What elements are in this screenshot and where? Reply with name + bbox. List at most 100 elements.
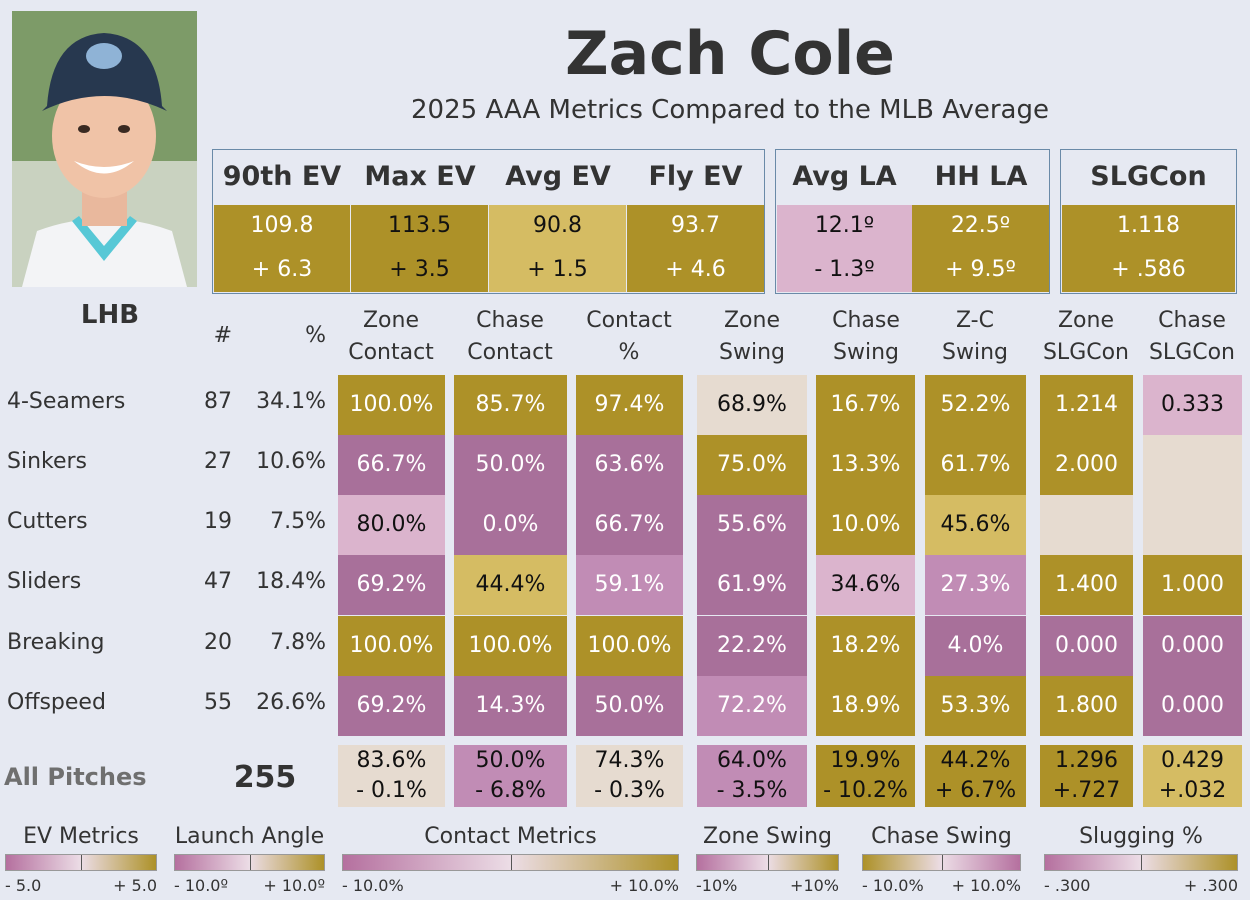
row-count: 20 (204, 630, 232, 655)
legend-midpoint-tick (249, 855, 251, 870)
legend-low-label: -10% (696, 876, 738, 895)
slgcon-box: SLGCon 1.118 + .586 (1060, 149, 1237, 294)
total-value: 44.2% (940, 748, 1011, 773)
metric-cell: 66.7% (576, 495, 683, 555)
ev-header-90th: 90th EV (213, 150, 351, 204)
ev-diff: + 3.5 (389, 257, 450, 282)
legend-high-label: + .300 (1183, 876, 1238, 895)
pct-header: % (305, 323, 326, 348)
metric-cell: 45.6% (925, 495, 1026, 555)
column-header-line: % (618, 340, 640, 365)
la-cell-hh: 22.5º + 9.5º (912, 205, 1049, 292)
metric-cell: 66.7% (338, 435, 445, 495)
ev-header-avg: Avg EV (489, 150, 627, 204)
slg-value: 1.118 (1117, 213, 1180, 238)
legend-gradient-bar (342, 854, 679, 871)
metric-cell: 97.4% (576, 375, 683, 435)
row-pct: 10.6% (256, 449, 326, 474)
legend-high-label: + 10.0% (609, 876, 679, 895)
column-header: Contact% (564, 305, 694, 369)
metric-cell: 61.9% (697, 555, 807, 615)
column-header-line: Z-C (956, 308, 994, 333)
row-count: 87 (204, 389, 232, 414)
player-photo (12, 11, 197, 287)
metric-cell: 22.2% (697, 616, 807, 676)
ev-value: 93.7 (671, 213, 720, 238)
metric-cell: 4.0% (925, 616, 1026, 676)
column-header: Chase Contact (445, 305, 575, 369)
metric-cell: 100.0% (338, 375, 445, 435)
metric-cell: 68.9% (697, 375, 807, 435)
metric-cell: 18.9% (816, 676, 915, 736)
metric-cell: 53.3% (925, 676, 1026, 736)
player-name: Zach Cole (565, 19, 895, 89)
metric-cell: 13.3% (816, 435, 915, 495)
ev-cell-fly: 93.7 + 4.6 (627, 205, 764, 292)
column-header-line: Zone (362, 308, 419, 333)
column-header-line: Zone (1057, 308, 1114, 333)
row-count: 47 (204, 569, 232, 594)
total-diff: - 3.5% (716, 778, 788, 803)
column-header-line: Swing (833, 340, 899, 365)
legend-midpoint-tick (510, 855, 512, 870)
la-diff: + 9.5º (945, 257, 1016, 282)
legend-low-label: - 10.0% (862, 876, 924, 895)
metric-cell: 75.0% (697, 435, 807, 495)
column-header-line: Swing (719, 340, 785, 365)
metric-cell: 34.6% (816, 555, 915, 615)
column-header: Chase SLGCon (1127, 305, 1250, 369)
column-header: Zone Contact (326, 305, 456, 369)
total-cell: 74.3% - 0.3% (576, 745, 683, 807)
total-cell: 1.296 +.727 (1040, 745, 1133, 807)
row-pct: 34.1% (256, 389, 326, 414)
metric-cell: 1.400 (1040, 555, 1133, 615)
legend-title: EV Metrics (23, 824, 139, 849)
metric-cell: 80.0% (338, 495, 445, 555)
slg-diff: + .586 (1111, 257, 1186, 282)
legend-title: Chase Swing (871, 824, 1012, 849)
row-label: Sinkers (7, 449, 88, 474)
totals-count: 255 (233, 760, 297, 795)
column-header: Z-C Swing (910, 305, 1040, 369)
column-header-line: Chase (1158, 308, 1226, 333)
total-value: 74.3% (594, 748, 665, 773)
total-diff: - 0.3% (594, 778, 665, 803)
total-diff: - 0.1% (356, 778, 427, 803)
total-diff: +.032 (1158, 778, 1227, 803)
metric-cell: 0.000 (1143, 616, 1242, 676)
metric-cell: 69.2% (338, 555, 445, 615)
metric-cell (1040, 495, 1133, 555)
legend-gradient-bar (174, 854, 325, 871)
metric-cell: 14.3% (454, 676, 567, 736)
legend-midpoint-tick (767, 855, 769, 870)
legend-low-label: - 5.0 (5, 876, 42, 895)
row-count: 27 (204, 449, 232, 474)
metric-cell: 1.000 (1143, 555, 1242, 615)
la-cell-avg: 12.1º - 1.3º (777, 205, 912, 292)
row-label: 4-Seamers (7, 389, 126, 414)
la-value: 22.5º (950, 213, 1011, 238)
legend-high-label: +10% (790, 876, 839, 895)
total-value: 0.429 (1161, 748, 1224, 773)
total-value: 19.9% (830, 748, 901, 773)
legend-high-label: + 10.0% (951, 876, 1021, 895)
metric-cell: 100.0% (454, 616, 567, 676)
metric-cell: 18.2% (816, 616, 915, 676)
total-diff: + 6.7% (934, 778, 1017, 803)
ev-value: 90.8 (533, 213, 582, 238)
count-header: # (213, 323, 232, 348)
total-cell: 64.0% - 3.5% (697, 745, 807, 807)
metric-cell: 59.1% (576, 555, 683, 615)
total-value: 1.296 (1055, 748, 1118, 773)
metric-cell: 63.6% (576, 435, 683, 495)
total-cell: 83.6% - 0.1% (338, 745, 445, 807)
ev-cell-90th: 109.8 + 6.3 (214, 205, 350, 292)
metric-cell: 0.000 (1040, 616, 1133, 676)
metric-cell: 100.0% (338, 616, 445, 676)
legend-midpoint-tick (81, 855, 82, 870)
total-diff: - 10.2% (823, 778, 908, 803)
row-label: Cutters (7, 509, 88, 534)
column-header-line: Swing (942, 340, 1008, 365)
ev-cell-avg: 90.8 + 1.5 (489, 205, 626, 292)
metric-cell: 50.0% (576, 676, 683, 736)
